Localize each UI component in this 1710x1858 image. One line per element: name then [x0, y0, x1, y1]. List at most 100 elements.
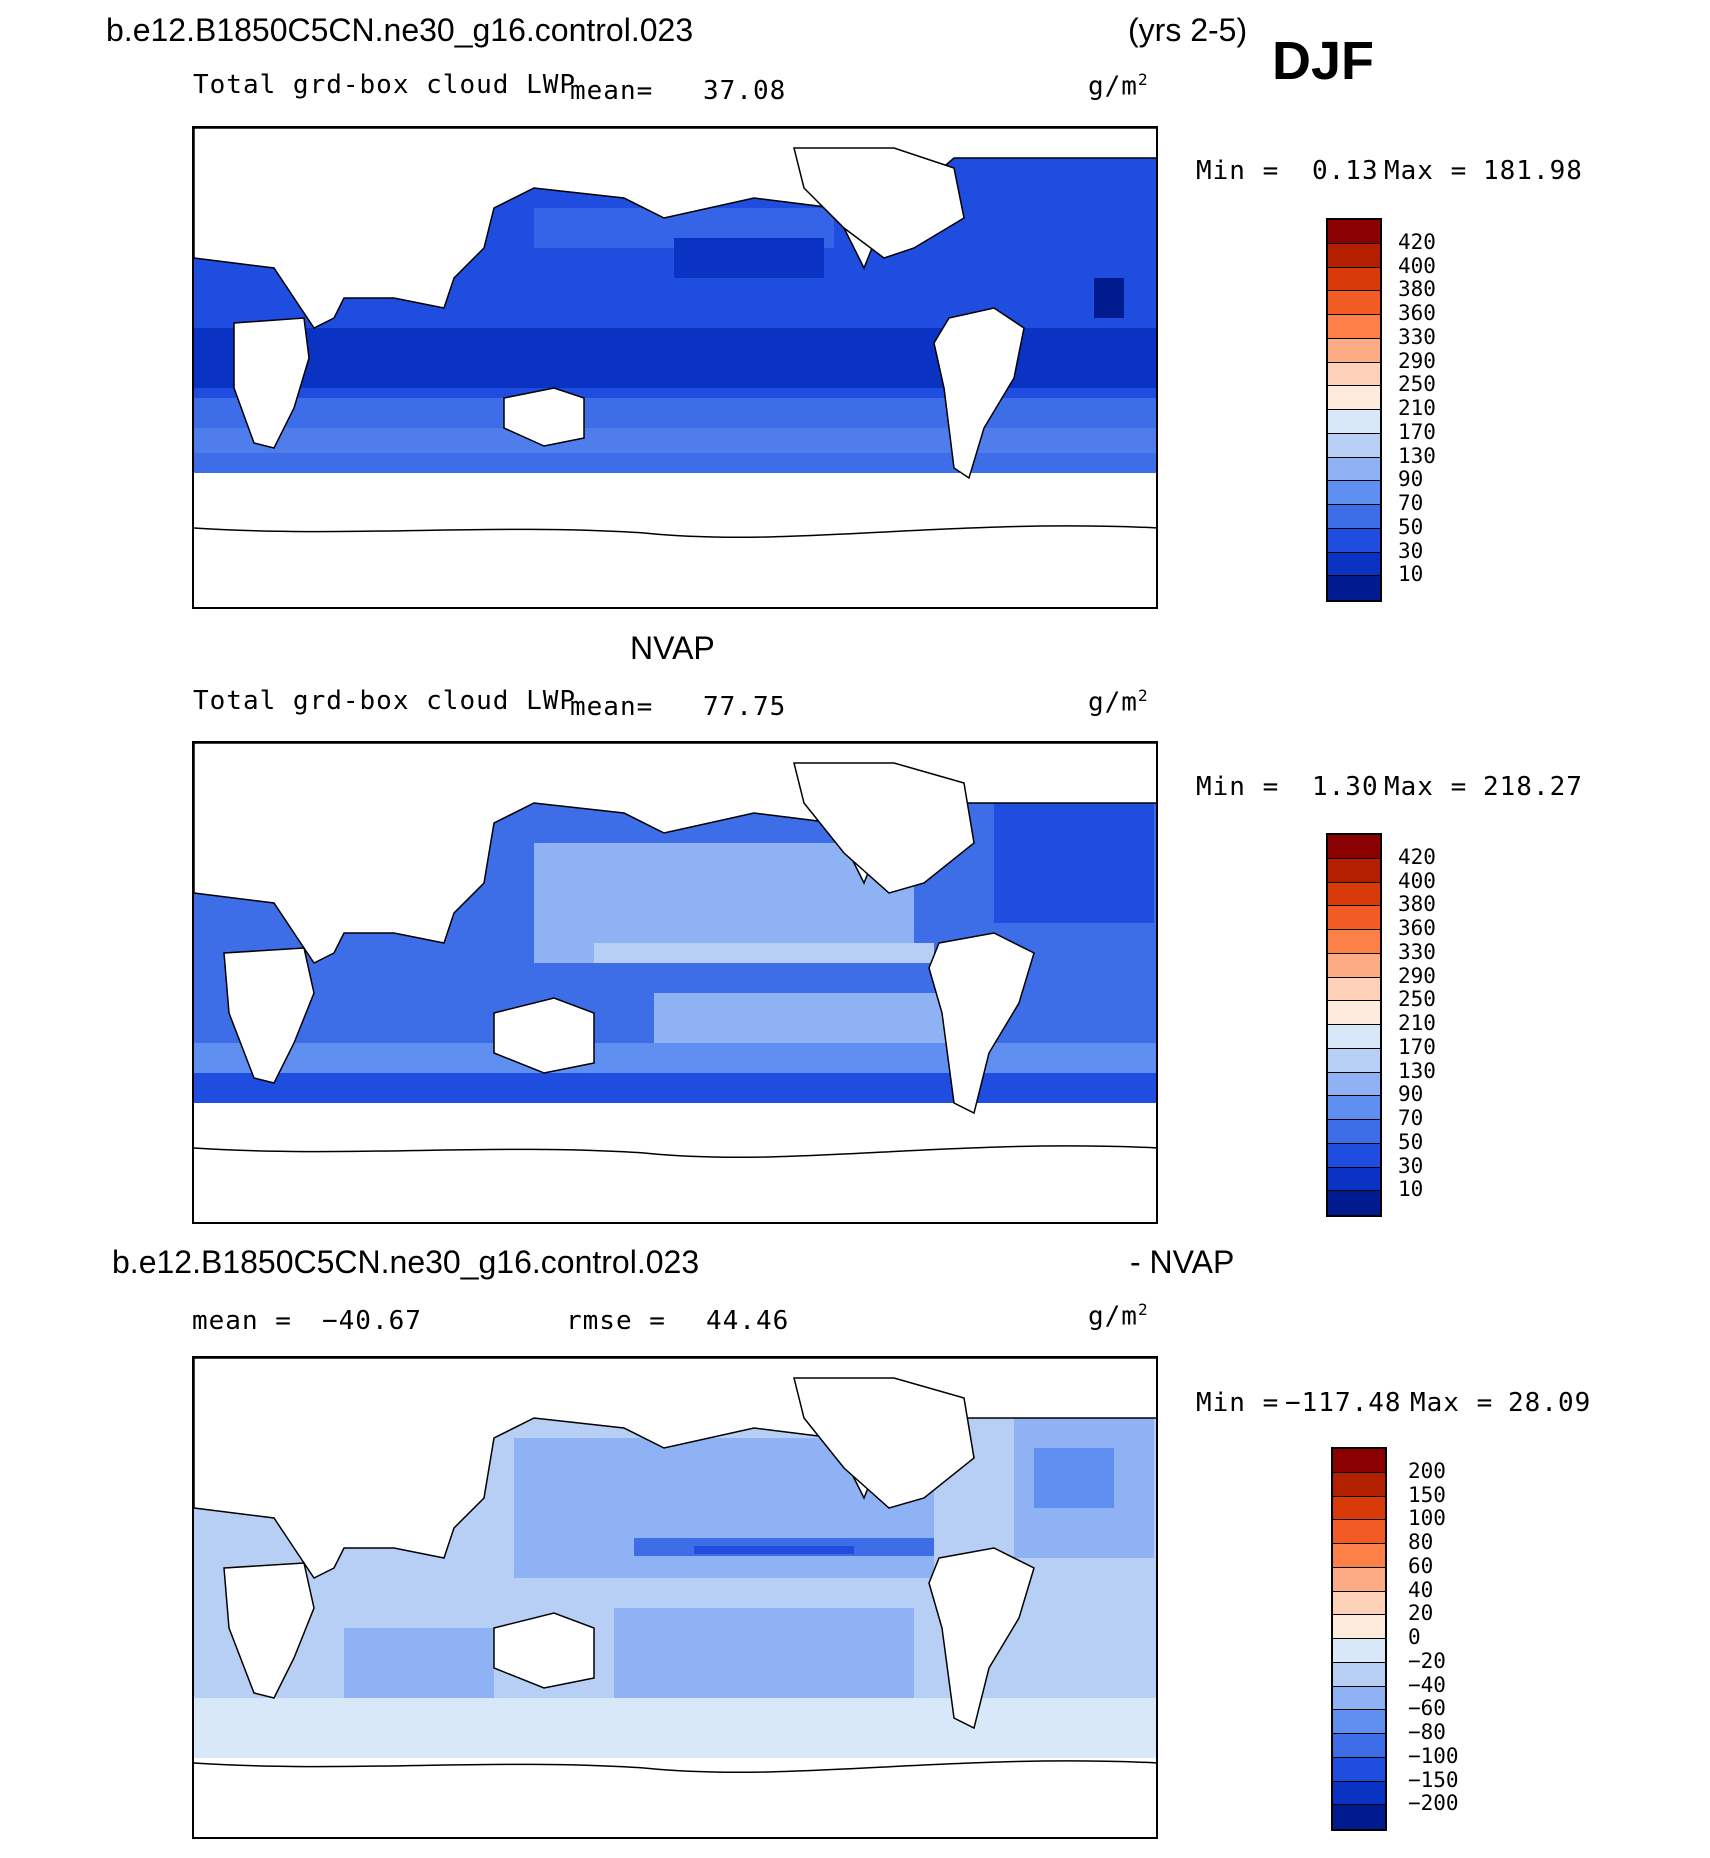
panel1-colorbar	[1326, 218, 1382, 602]
colorbar-swatch	[1333, 1591, 1385, 1616]
colorbar-label: 420	[1398, 844, 1436, 869]
colorbar-label: 170	[1398, 419, 1436, 444]
colorbar-label: 380	[1398, 892, 1436, 917]
colorbar-label: 130	[1398, 443, 1436, 468]
colorbar-swatch	[1328, 953, 1380, 978]
colorbar-label: 40	[1408, 1577, 1434, 1602]
colorbar-swatch	[1328, 457, 1380, 482]
colorbar-label: −200	[1408, 1791, 1459, 1816]
colorbar-label: 30	[1398, 1153, 1424, 1178]
colorbar-swatch	[1333, 1734, 1385, 1758]
colorbar-label: 170	[1398, 1034, 1436, 1059]
colorbar-swatch	[1328, 858, 1380, 883]
colorbar-label: 10	[1398, 562, 1424, 587]
colorbar-swatch	[1328, 291, 1380, 315]
colorbar-swatch	[1333, 1520, 1385, 1544]
colorbar-label: 330	[1398, 939, 1436, 964]
colorbar-swatch	[1328, 505, 1380, 529]
panel3-max-value: 28.09	[1508, 1388, 1592, 1418]
colorbar-label: 380	[1398, 277, 1436, 302]
colorbar-swatch	[1333, 1662, 1385, 1687]
colorbar-swatch	[1328, 1072, 1380, 1097]
panel3-min-label: Min =	[1196, 1388, 1280, 1418]
colorbar-label: 90	[1398, 1082, 1424, 1107]
colorbar-swatch	[1328, 835, 1380, 859]
years-label: (yrs 2-5)	[1128, 12, 1248, 48]
colorbar-label: 210	[1398, 396, 1436, 420]
colorbar-label: 60	[1408, 1553, 1434, 1578]
panel3-map	[192, 1356, 1158, 1839]
panel1-max-value: 181.98	[1483, 156, 1583, 186]
colorbar-swatch	[1333, 1496, 1385, 1521]
panel1-units: g/m2	[1088, 70, 1149, 102]
colorbar-swatch	[1328, 906, 1380, 930]
colorbar-label: 420	[1398, 229, 1436, 254]
panel3-mean-value: −40.67	[322, 1306, 422, 1336]
panel2-max-value: 218.27	[1483, 772, 1583, 802]
colorbar-label: −60	[1408, 1696, 1446, 1721]
colorbar-label: 290	[1398, 963, 1436, 988]
colorbar-label: 80	[1408, 1530, 1434, 1554]
panel3-rmse-label: rmse =	[566, 1306, 666, 1336]
colorbar-label: 290	[1398, 348, 1436, 373]
colorbar-label: 400	[1398, 868, 1436, 893]
panel3-units: g/m2	[1088, 1300, 1149, 1332]
colorbar-label: 50	[1398, 1129, 1424, 1154]
colorbar-label: −150	[1408, 1767, 1459, 1792]
panel3-rmse-value: 44.46	[706, 1306, 790, 1336]
colorbar-label: 20	[1408, 1601, 1434, 1626]
panel3-min-value: −117.48	[1285, 1388, 1402, 1418]
panel1-variable-title: Total grd-box cloud LWP	[193, 70, 577, 100]
panel1-map-svg	[194, 128, 1156, 607]
colorbar-label: 70	[1398, 1106, 1424, 1130]
colorbar-swatch	[1328, 386, 1380, 410]
colorbar-label: 150	[1408, 1482, 1446, 1507]
colorbar-swatch	[1328, 243, 1380, 268]
colorbar-swatch	[1333, 1615, 1385, 1639]
colorbar-swatch	[1333, 1449, 1385, 1473]
colorbar-swatch	[1328, 315, 1380, 339]
panel2-heading: NVAP	[630, 630, 715, 666]
panel3-heading-left: b.e12.B1850C5CN.ne30_g16.control.023	[112, 1244, 700, 1280]
colorbar-label: −80	[1408, 1720, 1446, 1744]
panel2-map-svg	[194, 743, 1156, 1222]
colorbar-label: 200	[1408, 1458, 1446, 1483]
colorbar-swatch	[1333, 1710, 1385, 1734]
colorbar-label: 100	[1408, 1506, 1446, 1531]
colorbar-label: 400	[1398, 253, 1436, 278]
panel2-map	[192, 741, 1158, 1224]
colorbar-swatch	[1328, 338, 1380, 363]
colorbar-label: 360	[1398, 916, 1436, 940]
colorbar-swatch	[1328, 1191, 1380, 1215]
colorbar-swatch	[1333, 1544, 1385, 1568]
colorbar-label: 130	[1398, 1058, 1436, 1083]
season-label: DJF	[1272, 31, 1375, 91]
panel3-heading-right: - NVAP	[1130, 1244, 1235, 1280]
colorbar-label: 330	[1398, 324, 1436, 349]
colorbar-swatch	[1328, 220, 1380, 244]
colorbar-label: 30	[1398, 538, 1424, 563]
colorbar-swatch	[1328, 882, 1380, 907]
panel2-colorbar	[1326, 833, 1382, 1217]
panel2-min-label: Min =	[1196, 772, 1280, 802]
colorbar-label: 250	[1398, 372, 1436, 397]
panel2-variable-title: Total grd-box cloud LWP	[193, 686, 577, 716]
colorbar-swatch	[1328, 481, 1380, 505]
colorbar-label: −40	[1408, 1672, 1446, 1697]
panel1-mean-label: mean=	[570, 76, 654, 106]
colorbar-label: 70	[1398, 491, 1424, 515]
colorbar-swatch	[1328, 576, 1380, 600]
panel2-max-label: Max =	[1384, 772, 1468, 802]
case-title: b.e12.B1850C5CN.ne30_g16.control.023	[106, 12, 694, 48]
panel1-mean-value: 37.08	[703, 76, 787, 106]
colorbar-label: 10	[1398, 1177, 1424, 1202]
colorbar-swatch	[1328, 930, 1380, 954]
colorbar-swatch	[1328, 1167, 1380, 1192]
colorbar-label: 50	[1398, 514, 1424, 539]
colorbar-swatch	[1333, 1781, 1385, 1806]
colorbar-label: 0	[1408, 1625, 1421, 1649]
colorbar-label: 360	[1398, 301, 1436, 325]
colorbar-swatch	[1328, 552, 1380, 577]
colorbar-swatch	[1328, 1120, 1380, 1144]
colorbar-swatch	[1333, 1567, 1385, 1592]
